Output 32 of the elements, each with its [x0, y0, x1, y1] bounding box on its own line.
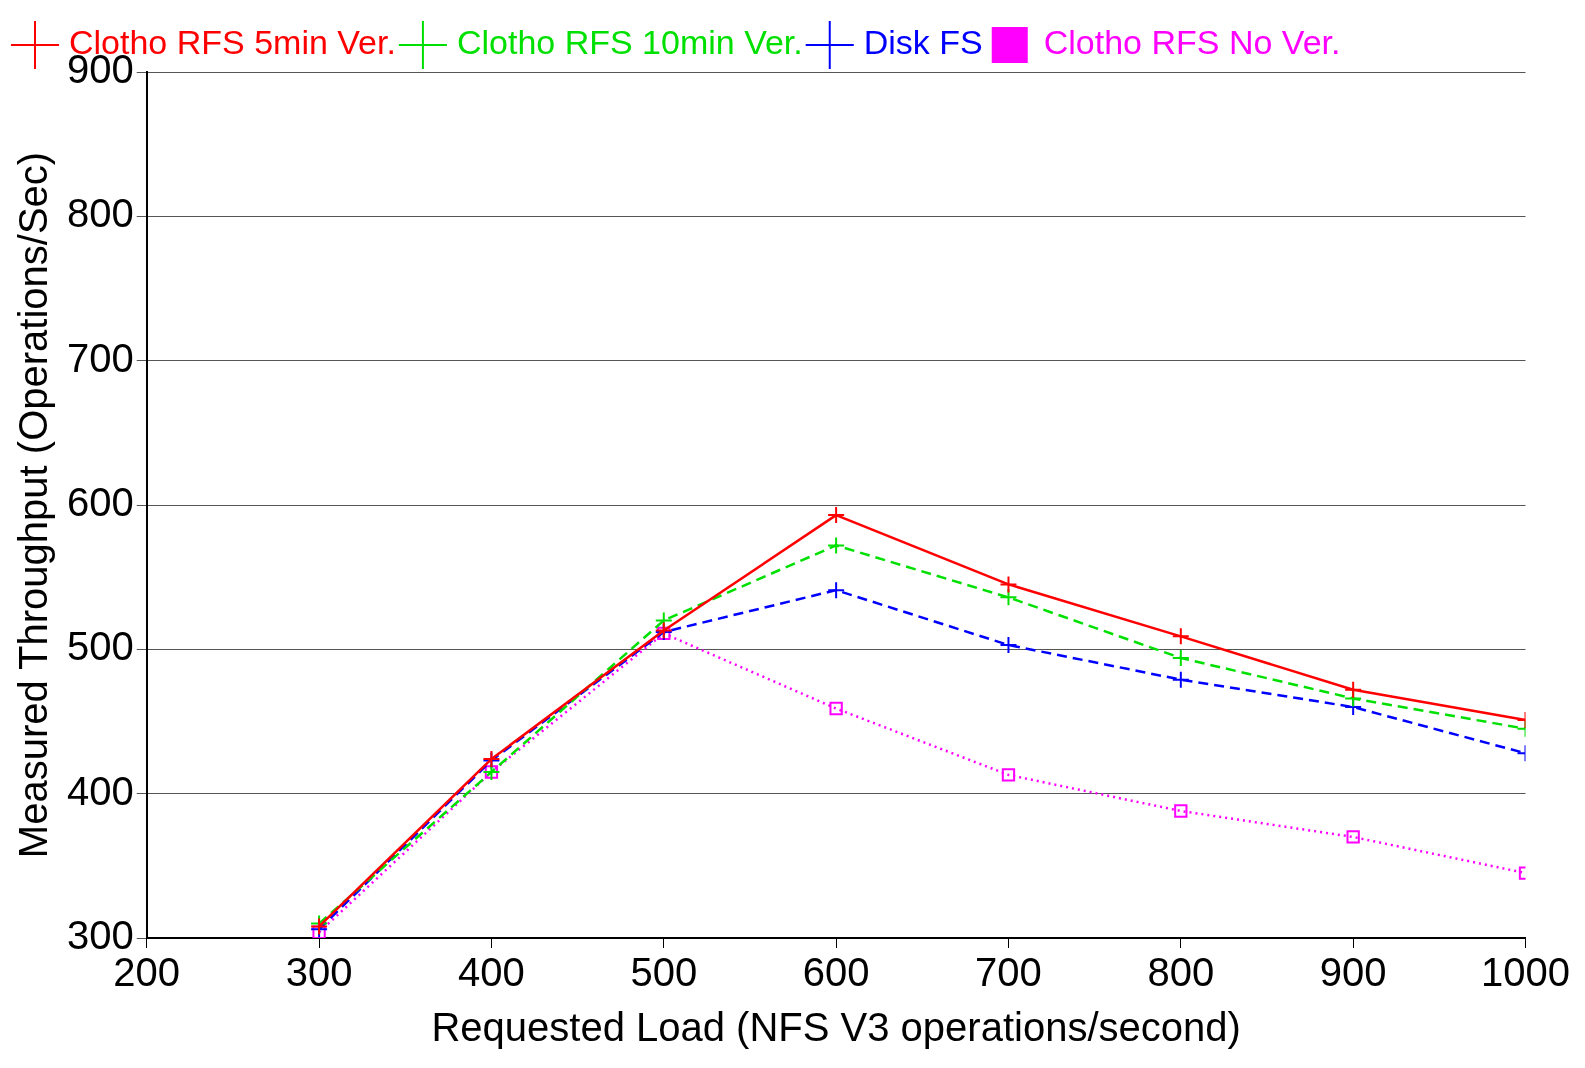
legend-label: Clotho RFS 10min Ver.: [456, 23, 803, 62]
y-tick-label: 800: [66, 191, 134, 236]
point: [1174, 804, 1188, 818]
legend-label: Clotho RFS No Ver.: [1043, 23, 1341, 62]
x-tick-label: 400: [458, 950, 525, 995]
y-tick-label: 600: [66, 480, 134, 525]
point: [999, 636, 1018, 654]
point: [1171, 648, 1190, 667]
point: [1001, 768, 1016, 782]
point: [827, 536, 846, 555]
point: [312, 925, 326, 938]
x-axis-title: Requested Load (NFS V3 operations/second): [431, 1005, 1241, 1050]
x-tick-label: 500: [630, 950, 698, 995]
legend-label: Disk FS: [863, 23, 983, 62]
point: [999, 575, 1018, 594]
y-tick-label: 400: [66, 768, 134, 813]
x-tick-label: 700: [975, 950, 1042, 995]
point: [1171, 627, 1190, 646]
x-tick-label: 1000: [1481, 950, 1570, 995]
x-tick-label: 300: [285, 950, 353, 995]
point: [1344, 680, 1363, 699]
y-tick-label: 500: [66, 624, 134, 669]
x-tick-label: 800: [1147, 950, 1215, 995]
x-tick-label: 900: [1319, 950, 1387, 995]
y-tick-label: 700: [66, 335, 134, 380]
point: [827, 506, 846, 525]
point: [827, 581, 846, 600]
point: [829, 701, 843, 716]
x-tick-label: 600: [802, 950, 870, 995]
point: [1171, 670, 1190, 689]
y-axis-title: Measured Throughput (Operations/Sec): [11, 151, 56, 859]
point: [1346, 830, 1360, 844]
